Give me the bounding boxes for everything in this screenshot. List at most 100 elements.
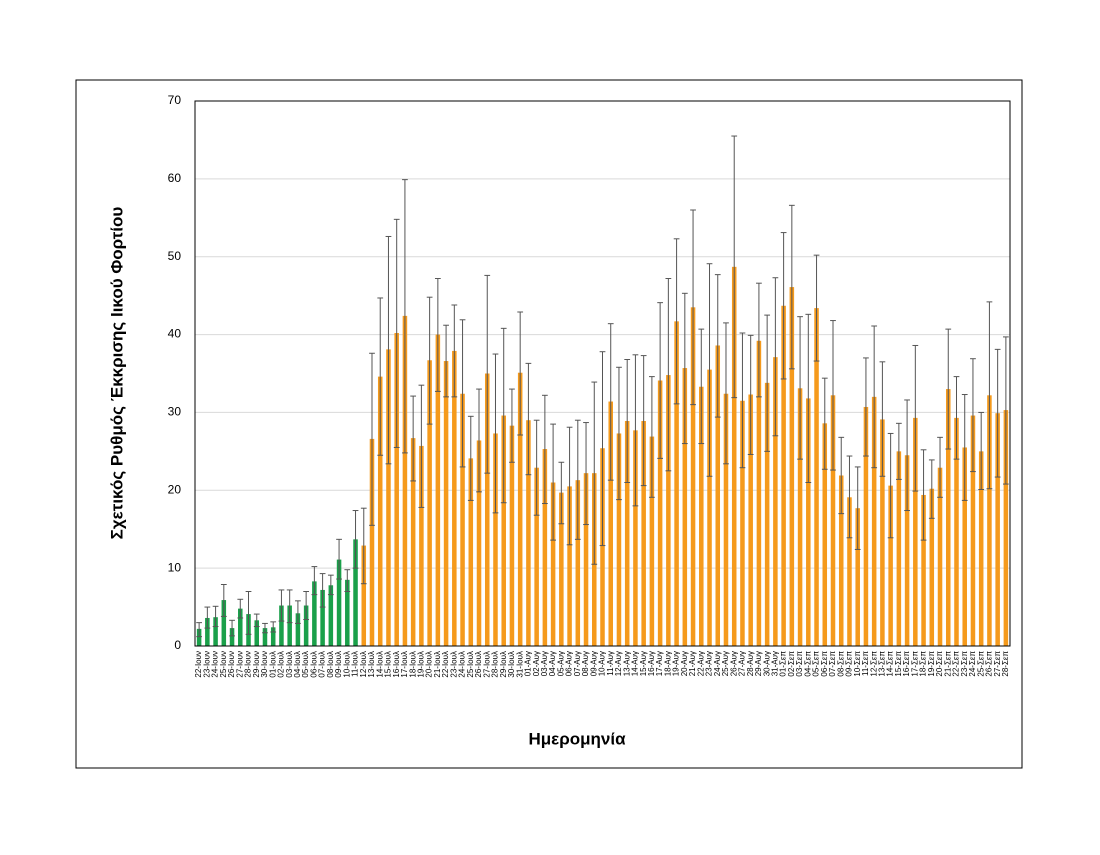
y-tick-label: 10	[168, 560, 182, 574]
x-tick-label: 04-Αυγ	[548, 651, 557, 676]
bar	[806, 398, 811, 646]
bar	[995, 413, 1000, 646]
bar	[624, 420, 630, 646]
bar	[493, 433, 498, 646]
bar	[328, 585, 334, 646]
x-tick-label: 04-Ιουλ	[293, 651, 302, 678]
x-tick-label: 06-Σεπ	[820, 651, 829, 677]
bar	[723, 393, 729, 646]
bar	[287, 605, 292, 646]
x-tick-label: 03-Σεπ	[795, 651, 804, 677]
x-tick-label: 18-Σεπ	[919, 651, 928, 677]
bar	[402, 315, 408, 646]
x-tick-label: 21-Αυγ	[688, 651, 697, 676]
bar	[583, 473, 589, 646]
y-tick-label: 60	[168, 171, 182, 185]
bar	[443, 361, 449, 646]
x-tick-label: 21-Σεπ	[943, 651, 952, 677]
x-tick-label: 23-Ιουν	[202, 651, 211, 678]
x-tick-label: 25-Σεπ	[976, 651, 985, 677]
x-tick-label: 16-Αυγ	[647, 651, 656, 676]
bar	[814, 308, 819, 646]
x-tick-label: 27-Σεπ	[993, 651, 1002, 677]
bar	[542, 449, 548, 646]
bar	[435, 334, 441, 646]
bar	[526, 420, 531, 646]
x-tick-label: 11-Ιουλ	[351, 651, 360, 677]
bar	[855, 508, 860, 646]
x-tick-label: 24-Αυγ	[713, 651, 722, 676]
x-tick-label: 01-Σεπ	[779, 651, 788, 677]
bar	[913, 417, 918, 646]
x-tick-label: 22-Ιουν	[194, 651, 203, 678]
x-tick-label: 22-Αυγ	[696, 651, 705, 676]
bar	[312, 581, 317, 646]
bar	[616, 433, 622, 646]
bar	[937, 467, 943, 646]
x-tick-label: 25-Ιουλ	[466, 651, 475, 678]
x-axis-label: Ημερομηνία	[528, 729, 626, 748]
bar	[773, 357, 778, 646]
x-tick-label: 02-Ιουλ	[277, 651, 286, 678]
bar	[517, 372, 523, 646]
bar	[904, 455, 910, 646]
x-tick-label: 27-Ιουν	[235, 651, 244, 678]
bar	[377, 376, 383, 646]
x-tick-label: 19-Ιουλ	[416, 651, 425, 678]
bar	[1003, 410, 1009, 646]
bar	[410, 438, 416, 646]
x-tick-label: 29-Ιουν	[252, 651, 261, 678]
x-tick-label: 23-Αυγ	[705, 651, 714, 676]
x-tick-label: 19-Αυγ	[672, 651, 681, 676]
y-tick-label: 30	[168, 405, 182, 419]
bar	[567, 486, 572, 646]
bar	[978, 451, 984, 646]
bar	[641, 420, 646, 646]
x-tick-label: 25-Αυγ	[721, 651, 730, 676]
bar	[838, 475, 844, 646]
bar	[460, 393, 465, 646]
x-tick-label: 08-Αυγ	[581, 651, 590, 676]
bar	[608, 401, 613, 646]
x-tick-label: 01-Αυγ	[524, 651, 533, 676]
bar	[205, 617, 210, 646]
x-tick-label: 29-Ιουλ	[499, 651, 508, 678]
bar	[484, 373, 490, 646]
x-tick-label: 15-Αυγ	[639, 651, 648, 676]
bar	[295, 613, 301, 646]
bar	[987, 395, 992, 646]
bar	[419, 445, 424, 646]
x-tick-label: 30-Αυγ	[762, 651, 771, 676]
bar	[600, 448, 605, 646]
x-tick-label: 27-Ιουλ	[482, 651, 491, 678]
x-tick-label: 28-Ιουλ	[491, 651, 500, 678]
bar	[501, 415, 506, 646]
x-tick-label: 30-Ιουλ	[507, 651, 516, 678]
bar	[707, 369, 712, 646]
x-tick-label: 18-Ιουλ	[408, 651, 417, 678]
x-tick-label: 02-Σεπ	[787, 651, 796, 677]
bar	[962, 447, 967, 646]
bar	[789, 287, 795, 646]
x-tick-label: 09-Αυγ	[589, 651, 598, 676]
x-tick-label: 31-Ιουλ	[515, 651, 524, 678]
bar	[369, 438, 375, 646]
bar	[336, 559, 342, 646]
y-tick-label: 40	[168, 327, 182, 341]
bar	[196, 628, 202, 646]
x-tick-label: 20-Ιουλ	[425, 651, 434, 678]
x-tick-label: 13-Αυγ	[622, 651, 631, 676]
bar	[509, 425, 515, 646]
bar	[345, 579, 350, 646]
bar	[748, 394, 753, 646]
x-tick-label: 06-Αυγ	[565, 651, 574, 676]
bar	[929, 488, 935, 646]
x-tick-label: 07-Ιουλ	[318, 651, 327, 678]
bar	[847, 497, 852, 646]
x-tick-label: 14-Σεπ	[886, 651, 895, 677]
x-tick-label: 06-Ιουλ	[309, 651, 318, 678]
x-tick-label: 11-Αυγ	[606, 651, 615, 676]
x-tick-label: 28-Σεπ	[1001, 651, 1010, 677]
x-tick-label: 03-Αυγ	[540, 651, 549, 676]
